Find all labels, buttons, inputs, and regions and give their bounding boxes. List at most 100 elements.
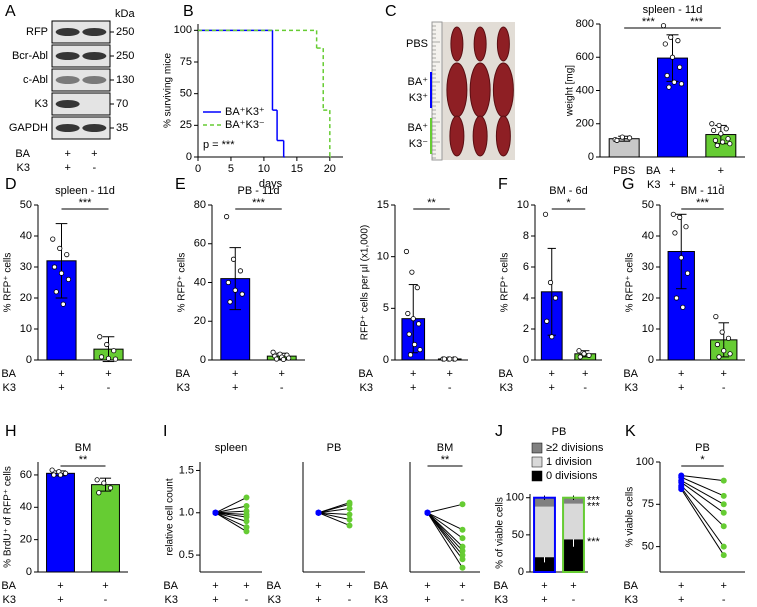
data-point — [720, 492, 727, 499]
data-point — [680, 304, 686, 310]
panel-letter: A — [5, 3, 16, 20]
data-point — [64, 252, 70, 258]
panel-letter: D — [5, 176, 17, 193]
y-tick-label: 40 — [20, 501, 32, 513]
condition-level: + — [678, 594, 684, 606]
y-tick-label: 100 — [636, 456, 654, 468]
y-tick-label: 10 — [20, 323, 32, 335]
condition-level: + — [58, 368, 64, 380]
condition-name: BA — [1, 580, 16, 592]
condition-level: - — [722, 594, 726, 606]
data-point — [273, 356, 280, 362]
y-tick-label: 0 — [26, 566, 32, 578]
condition-level: + — [279, 368, 285, 380]
spleen — [492, 62, 514, 118]
y-tick-label: 8 — [523, 230, 529, 242]
significance-label: *** — [690, 16, 704, 28]
bar-outline — [533, 496, 556, 574]
condition-level: + — [447, 368, 453, 380]
condition-level: - — [722, 382, 726, 394]
y-tick-label: 60 — [194, 238, 206, 250]
y-tick-label: 0 — [588, 151, 594, 163]
condition-level: + — [64, 162, 70, 174]
y-tick-label: 1.5 — [179, 464, 194, 476]
legend-swatch — [531, 470, 543, 482]
chart-title: PB — [327, 442, 342, 454]
data-point — [720, 543, 727, 550]
x-tick-label: 20 — [324, 163, 336, 175]
y-axis-label: % of viable cells — [495, 497, 506, 569]
condition-level: + — [232, 382, 238, 394]
pair-line — [318, 512, 350, 515]
data-point — [720, 509, 727, 516]
data-point — [403, 248, 410, 255]
y-tick-label: 75 — [642, 498, 654, 510]
chart-title: PB - 11d — [238, 185, 280, 197]
condition-level: + — [410, 368, 416, 380]
condition-level: + — [678, 382, 684, 394]
data-point — [410, 316, 416, 322]
data-point — [111, 348, 117, 354]
data-point — [669, 54, 676, 60]
y-tick-label: 800 — [576, 18, 594, 30]
data-point — [713, 313, 719, 320]
y-tick-label: 20 — [20, 292, 32, 304]
condition-name: BA — [493, 580, 508, 592]
data-point — [53, 289, 59, 295]
data-point — [675, 38, 681, 44]
significance-label: *** — [587, 495, 601, 507]
condition-level: + — [102, 580, 108, 592]
y-axis-label: % surviving mice — [163, 53, 174, 128]
x-tick-label: 5 — [228, 163, 234, 175]
significance-label: *** — [79, 197, 93, 209]
significance-label: *** — [696, 197, 710, 209]
legend-label: BA⁺K3⁻ — [225, 119, 265, 131]
bar-segment — [563, 539, 584, 572]
condition-name: K3 — [360, 382, 373, 394]
y-tick-label: 0 — [523, 354, 529, 366]
data-point — [678, 81, 685, 87]
data-point — [547, 279, 554, 286]
data-point — [409, 269, 415, 275]
chart-title: PB — [695, 442, 710, 454]
y-axis-label: relative cell count — [165, 478, 176, 555]
y-tick-label: 30 — [20, 261, 32, 273]
condition-level: - — [719, 179, 723, 191]
condition-level: + — [541, 594, 547, 606]
data-point — [225, 279, 231, 286]
pair-line — [427, 503, 463, 514]
significance-label: * — [700, 454, 705, 466]
marker-label: 130 — [116, 74, 134, 86]
spleen — [472, 115, 488, 157]
annotation: p = *** — [203, 139, 235, 151]
pair-line — [680, 481, 725, 514]
data-point — [581, 351, 587, 357]
bar-segment — [563, 497, 584, 504]
pair-line — [680, 487, 725, 547]
y-tick-label: 50 — [642, 541, 654, 553]
y-tick-label: 80 — [194, 199, 206, 211]
condition-level: + — [718, 165, 724, 177]
x-tick-label: 15 — [291, 163, 303, 175]
condition-level: + — [212, 594, 218, 606]
condition-level: - — [572, 594, 576, 606]
condition-name: K3 — [3, 382, 16, 394]
data-point — [720, 477, 727, 484]
y-tick-label: 0.5 — [179, 549, 194, 561]
data-point — [424, 509, 431, 516]
data-point — [677, 214, 683, 220]
significance-label: ** — [427, 197, 436, 209]
condition-name: K3 — [375, 594, 388, 606]
condition-level: + — [57, 580, 63, 592]
condition-name: BA — [623, 368, 638, 380]
condition-level: + — [105, 368, 111, 380]
condition-name: K3 — [165, 594, 178, 606]
y-tick-label: 0 — [383, 354, 389, 366]
marker-label: 70 — [116, 98, 128, 110]
panel-letter: J — [495, 423, 503, 440]
data-point — [626, 135, 633, 141]
legend-label: BA⁺K3⁺ — [225, 106, 265, 118]
spleen — [469, 62, 491, 118]
condition-name: BA — [623, 580, 638, 592]
data-point — [243, 528, 250, 535]
